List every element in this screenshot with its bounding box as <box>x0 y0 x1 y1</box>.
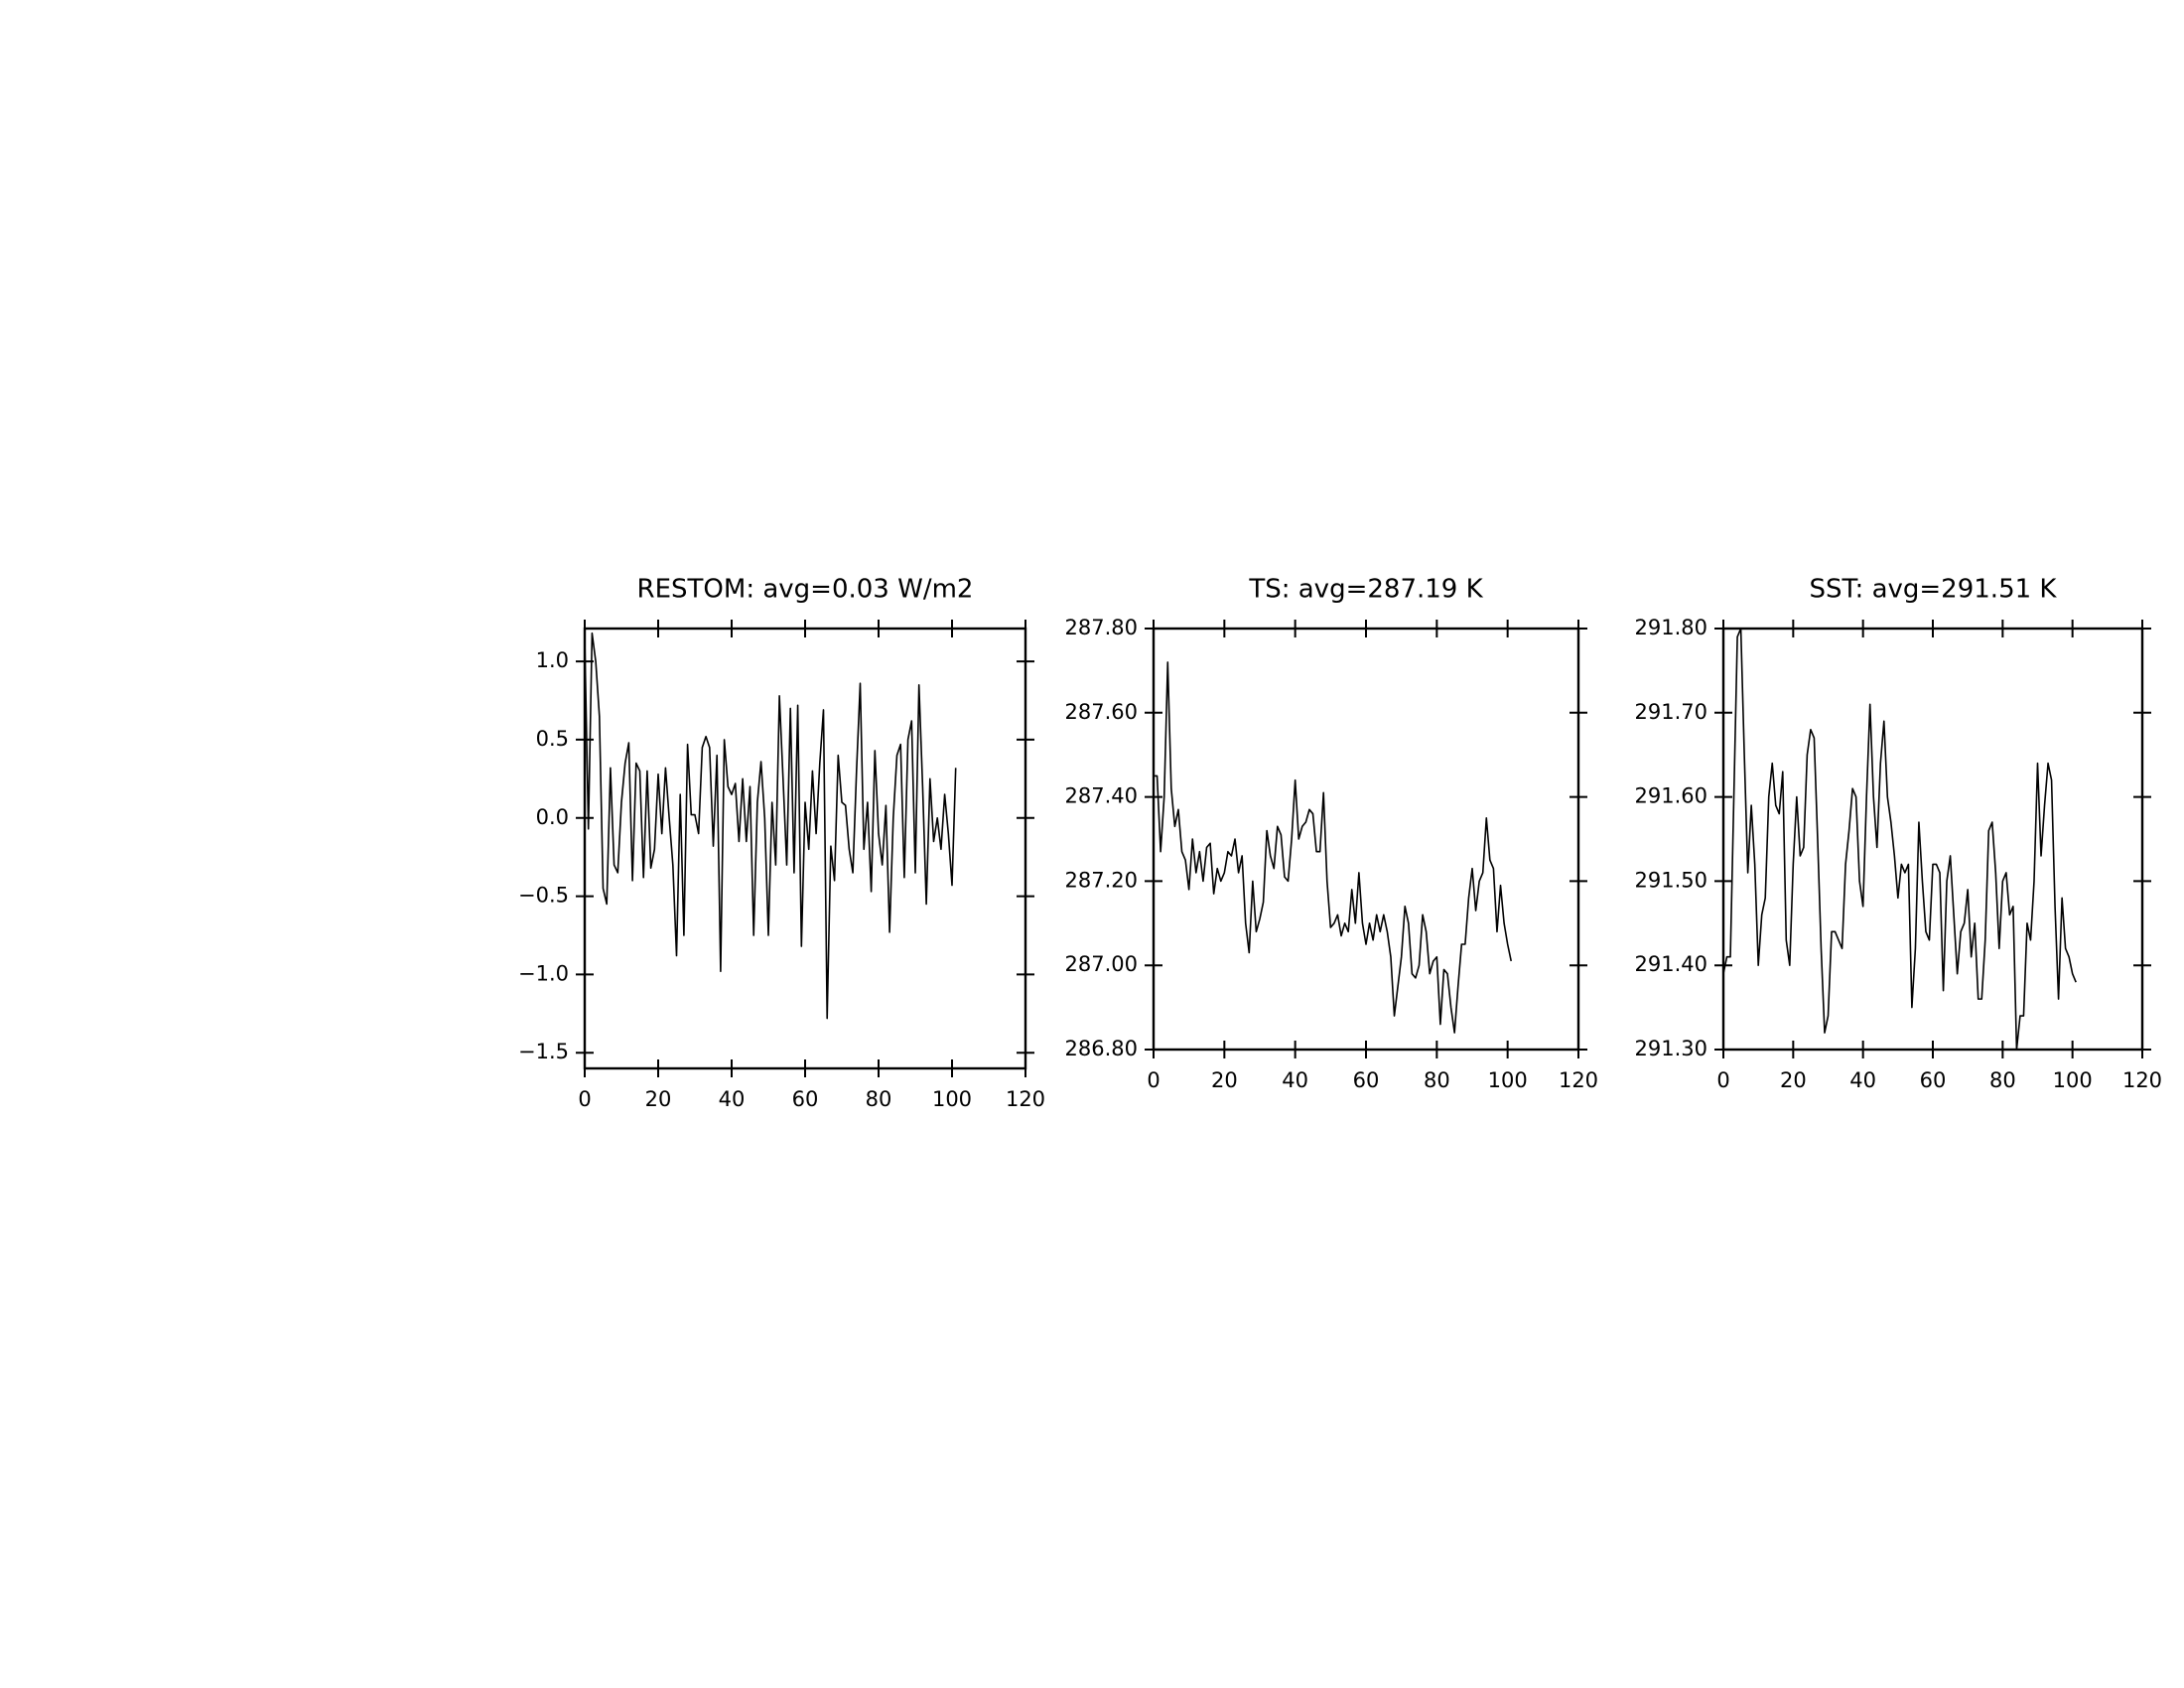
x-tick-label: 0 <box>578 1087 591 1111</box>
data-line <box>584 632 957 1020</box>
x-tick-label: 100 <box>932 1087 972 1111</box>
y-tick-label: 291.50 <box>1635 868 1707 892</box>
x-tick-label: 120 <box>2122 1068 2162 1092</box>
x-tick-label: 0 <box>1716 1068 1729 1092</box>
y-tick-label: 0.0 <box>536 805 569 829</box>
x-tick-label: 60 <box>792 1087 819 1111</box>
x-tick-label: 80 <box>1424 1068 1450 1092</box>
x-tick-label: 100 <box>1488 1068 1528 1092</box>
x-tick-label: 20 <box>1211 1068 1238 1092</box>
chart-title: TS: avg=287.19 K <box>1248 575 1483 605</box>
y-tick-label: 291.30 <box>1635 1037 1707 1060</box>
y-tick-label: −0.5 <box>518 884 569 908</box>
x-tick-label: 20 <box>1780 1068 1807 1092</box>
y-tick-label: 287.40 <box>1065 784 1138 808</box>
x-tick-label: 80 <box>866 1087 892 1111</box>
x-tick-label: 40 <box>1849 1068 1876 1092</box>
x-tick-label: 80 <box>1989 1068 2016 1092</box>
y-tick-label: 287.80 <box>1065 616 1138 639</box>
y-tick-label: 1.0 <box>536 648 569 672</box>
y-tick-label: −1.5 <box>518 1040 569 1063</box>
plot-frame <box>1721 627 2144 1052</box>
x-tick-label: 40 <box>1282 1068 1308 1092</box>
x-tick-label: 100 <box>2053 1068 2093 1092</box>
y-tick-label: 286.80 <box>1065 1037 1138 1060</box>
y-tick-label: 291.80 <box>1635 616 1707 639</box>
y-tick-label: 287.00 <box>1065 952 1138 976</box>
x-tick-label: 40 <box>719 1087 746 1111</box>
y-tick-label: 291.40 <box>1635 952 1707 976</box>
data-line <box>1722 628 2077 1051</box>
plot-frame <box>1152 627 1580 1052</box>
x-tick-label: 20 <box>645 1087 672 1111</box>
chart-title: SST: avg=291.51 K <box>1810 575 2058 605</box>
y-tick-label: 287.60 <box>1065 700 1138 724</box>
x-tick-label: 60 <box>1920 1068 1947 1092</box>
data-line <box>1154 661 1513 1034</box>
chart-title: RESTOM: avg=0.03 W/m2 <box>637 575 974 605</box>
x-tick-label: 120 <box>1559 1068 1598 1092</box>
x-tick-label: 120 <box>1006 1087 1045 1111</box>
y-tick-label: 291.60 <box>1635 784 1707 808</box>
y-tick-label: 291.70 <box>1635 700 1707 724</box>
x-tick-label: 0 <box>1147 1068 1160 1092</box>
y-tick-label: −1.0 <box>518 961 569 985</box>
y-tick-label: 0.5 <box>536 727 569 751</box>
x-tick-label: 60 <box>1353 1068 1380 1092</box>
y-tick-label: 287.20 <box>1065 868 1138 892</box>
